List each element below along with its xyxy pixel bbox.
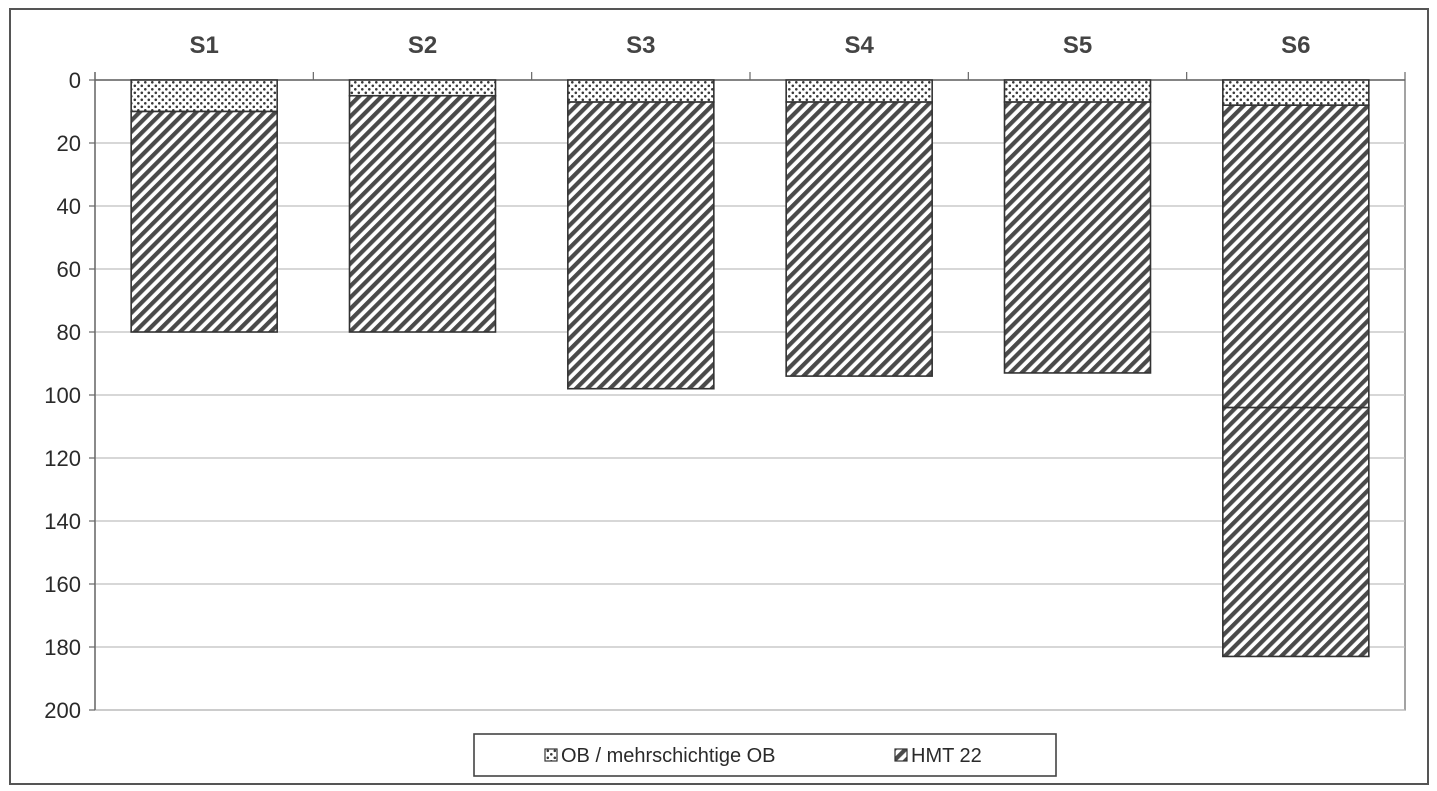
bar-s6-series-2 — [1222, 104, 1370, 409]
legend-label-1: OB / mehrschichtige OB — [561, 745, 776, 767]
y-tick-label: 20 — [57, 131, 81, 156]
category-label-s1: S1 — [189, 32, 218, 59]
legend-label-2: HMT 22 — [911, 745, 982, 767]
bar-s5-series-1 — [1003, 79, 1152, 103]
bar-s2-series-2 — [348, 94, 497, 333]
bar-s6-series-3 — [1222, 406, 1370, 658]
bar-s5-series-2 — [1003, 101, 1152, 374]
y-tick-label: 160 — [44, 572, 81, 597]
y-tick-label: 120 — [44, 446, 81, 471]
legend-swatch-2 — [894, 748, 908, 762]
bar-s1-series-1 — [130, 79, 278, 113]
bar-s4-series-1 — [785, 79, 933, 103]
bar-s6-series-1 — [1222, 79, 1370, 107]
bar-s4-series-2 — [785, 101, 933, 377]
category-label-s4: S4 — [844, 32, 874, 59]
category-label-s6: S6 — [1281, 32, 1310, 59]
category-label-s5: S5 — [1063, 32, 1092, 59]
legend: OB / mehrschichtige OB HMT 22 — [473, 733, 1057, 777]
y-tick-label: 0 — [69, 68, 81, 93]
bar-layer — [130, 79, 1370, 658]
axis-layer — [89, 72, 1406, 711]
legend-box — [473, 733, 1057, 777]
y-tick-label: 200 — [44, 698, 81, 723]
category-label-s3: S3 — [626, 32, 655, 59]
legend-swatch-1 — [544, 748, 558, 762]
label-layer: 0 20 40 60 80 100 120 140 160 180 200 S1 S2 S3 S4 S5 S6 — [44, 32, 1310, 723]
bar-s1-series-2 — [130, 110, 278, 333]
category-label-s2: S2 — [408, 32, 437, 59]
y-tick-label: 140 — [44, 509, 81, 534]
bar-s3-series-2 — [567, 101, 715, 390]
y-tick-label: 60 — [57, 257, 81, 282]
y-tick-label: 80 — [57, 320, 81, 345]
y-tick-label: 40 — [57, 194, 81, 219]
bar-s2-series-1 — [348, 79, 497, 97]
y-tick-label: 180 — [44, 635, 81, 660]
y-tick-label: 100 — [44, 383, 81, 408]
bar-s3-series-1 — [567, 79, 715, 103]
